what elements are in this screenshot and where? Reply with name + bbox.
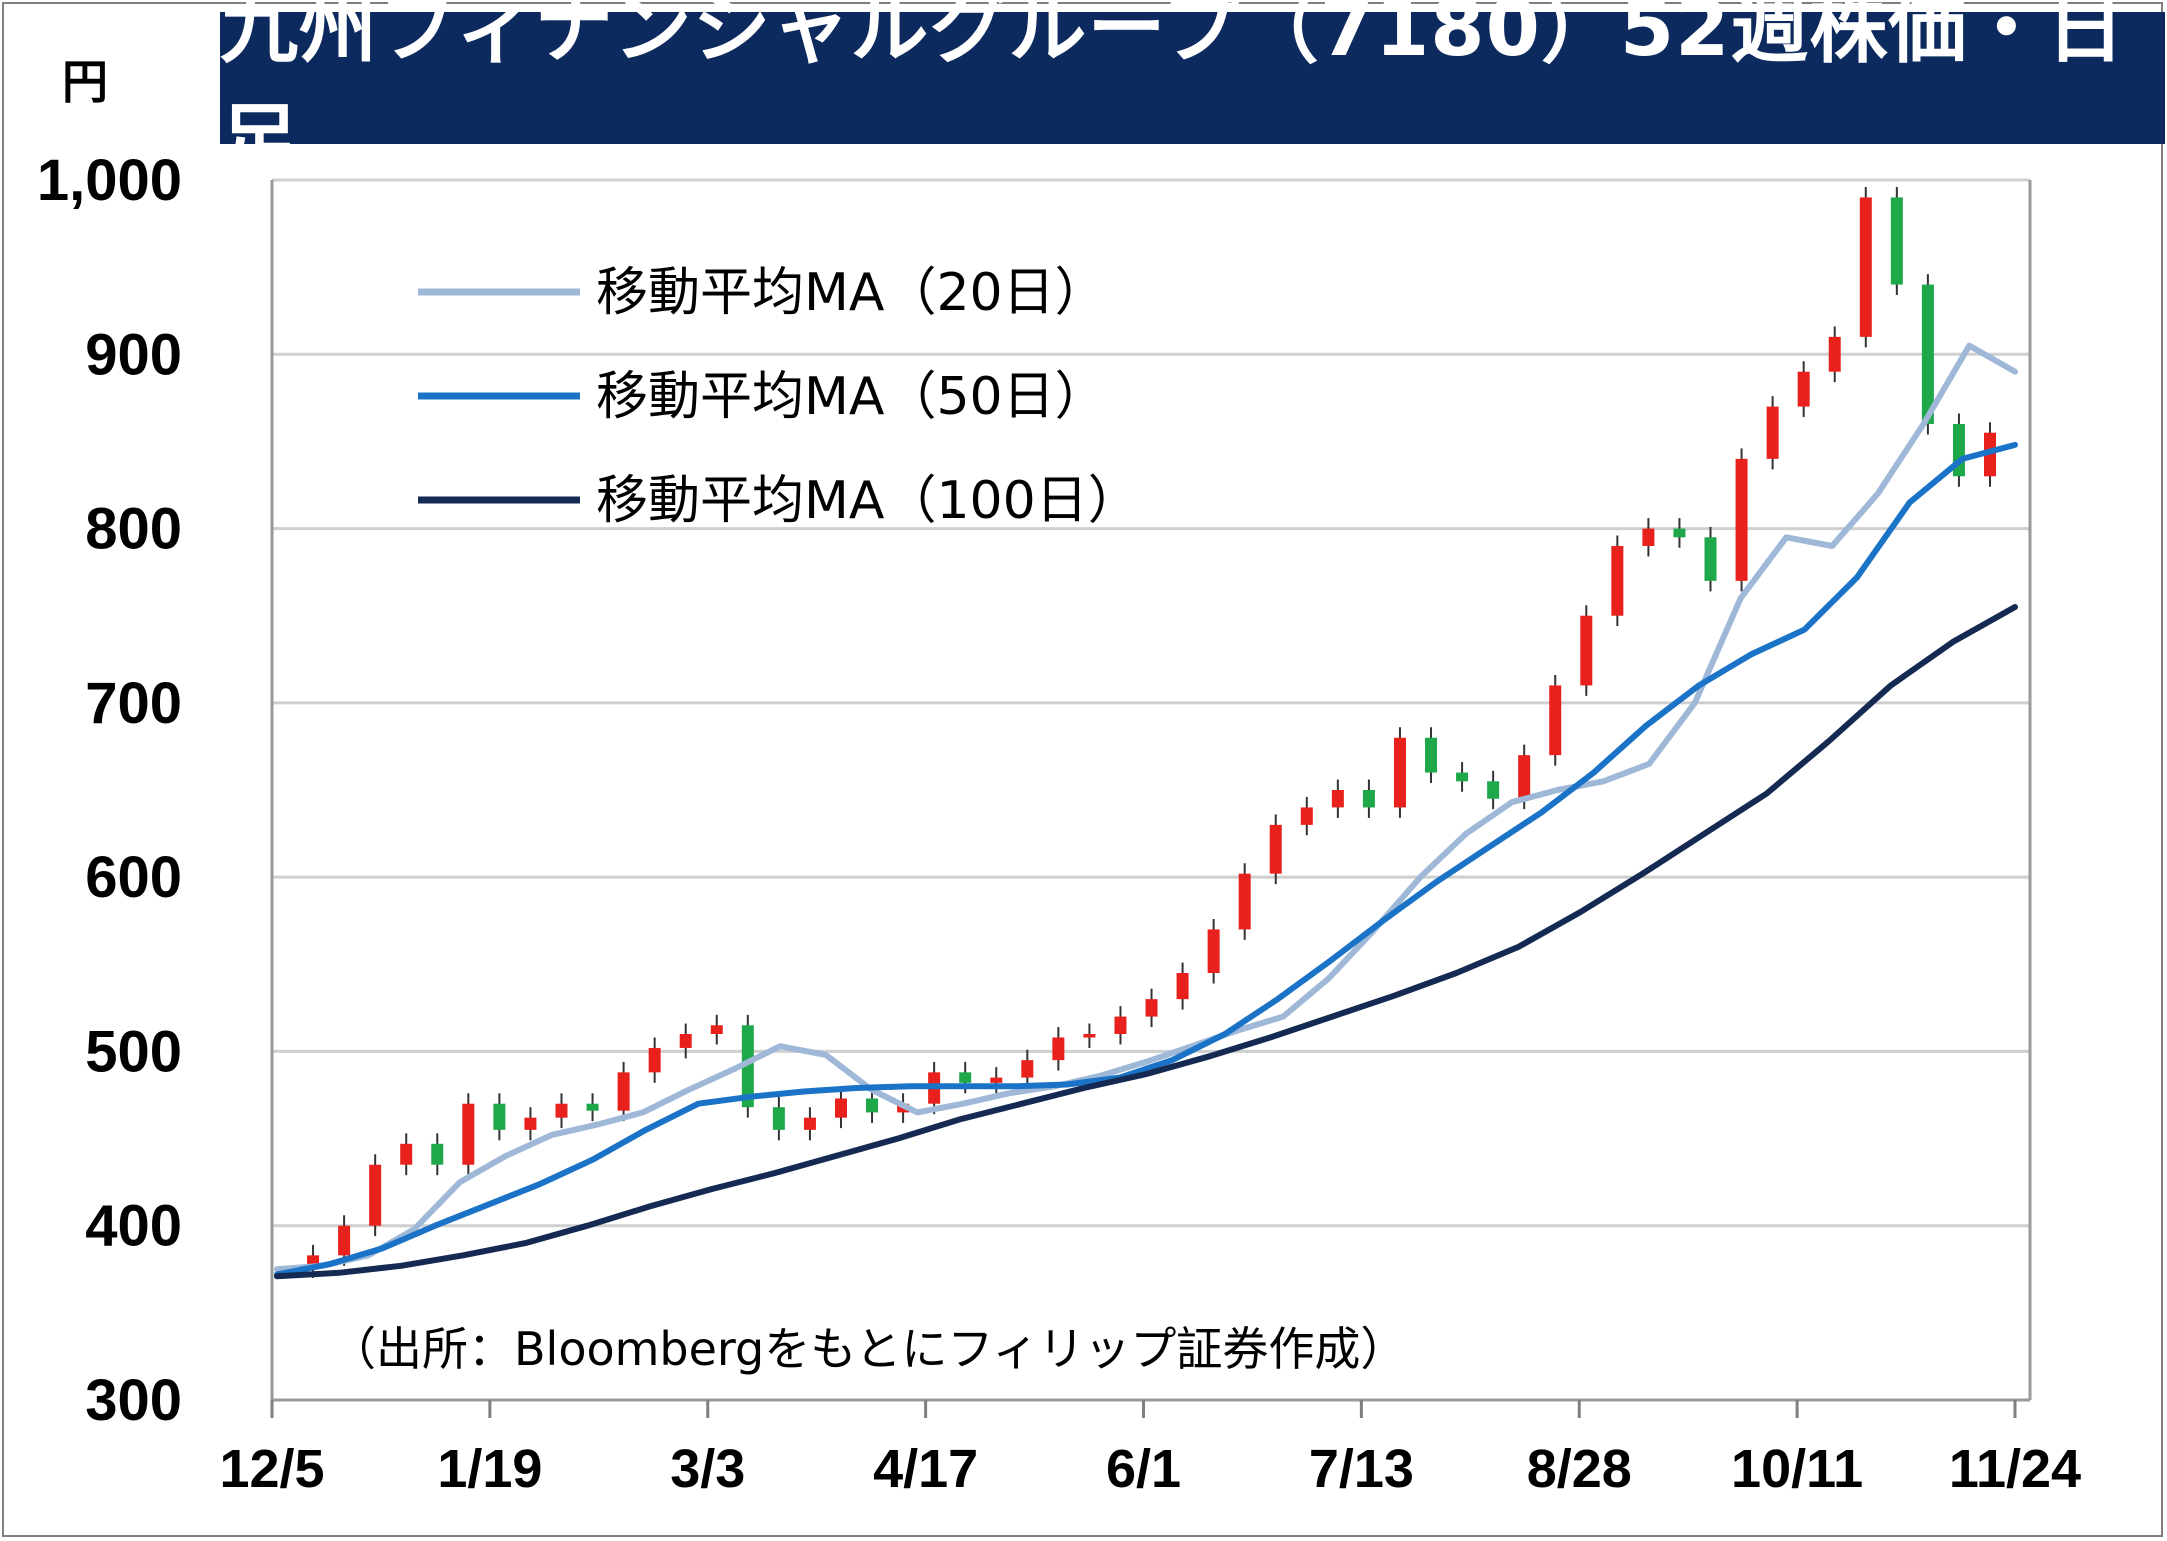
candle-body bbox=[524, 1117, 537, 1130]
candle-body bbox=[1300, 807, 1313, 825]
candle-body bbox=[1425, 737, 1438, 773]
candle-body bbox=[1456, 772, 1469, 782]
candle-body bbox=[1611, 546, 1624, 616]
legend-label: 移動平均MA（100日） bbox=[596, 471, 1140, 531]
x-tick-label: 1/19 bbox=[437, 1439, 542, 1499]
x-tick-label: 11/24 bbox=[1949, 1439, 2081, 1499]
candle-body bbox=[400, 1143, 413, 1165]
y-tick-label: 700 bbox=[85, 671, 182, 736]
candle-body bbox=[1549, 685, 1562, 756]
candle-body bbox=[617, 1072, 630, 1111]
x-tick-label: 8/28 bbox=[1527, 1439, 1632, 1499]
candle-body bbox=[1052, 1037, 1065, 1061]
candle-body bbox=[866, 1098, 879, 1113]
candle-body bbox=[1393, 737, 1406, 808]
legend: 移動平均MA（20日） 移動平均MA（50日） 移動平均MA（100日） bbox=[418, 263, 1140, 531]
candle-body bbox=[1797, 371, 1810, 407]
y-tick-labels: 1,000 900 800 700 600 500 400 300 bbox=[37, 148, 182, 1433]
ma-line-20 bbox=[274, 342, 2018, 1273]
candle-body bbox=[772, 1107, 785, 1130]
x-tick-label: 7/13 bbox=[1309, 1439, 1414, 1499]
y-tick-label: 600 bbox=[85, 845, 182, 910]
candle-body bbox=[1114, 1016, 1127, 1034]
candle-body bbox=[462, 1103, 475, 1165]
candle-body bbox=[493, 1103, 506, 1130]
legend-label: 移動平均MA（20日） bbox=[596, 263, 1107, 323]
ma-line-100 bbox=[274, 604, 2018, 1280]
candle-body bbox=[1145, 999, 1158, 1017]
candle-body bbox=[1176, 973, 1189, 1000]
ma-line-50 bbox=[274, 441, 2018, 1278]
candle-body bbox=[1269, 824, 1282, 874]
candle-body bbox=[1673, 528, 1686, 538]
x-tick-labels: 12/5 1/19 3/3 4/17 6/1 7/13 8/28 10/11 11/24 bbox=[219, 1439, 2081, 1499]
legend-label: 移動平均MA（50日） bbox=[596, 367, 1107, 427]
candle-body bbox=[555, 1103, 568, 1118]
moving-average-lines bbox=[274, 342, 2018, 1280]
candle-body bbox=[1331, 790, 1344, 808]
x-tick-label: 6/1 bbox=[1106, 1439, 1181, 1499]
candle-body bbox=[1580, 615, 1593, 686]
x-tick-label: 3/3 bbox=[670, 1439, 745, 1499]
y-axis-unit: 円 bbox=[62, 55, 108, 109]
candle-body bbox=[803, 1117, 816, 1130]
candlesticks bbox=[307, 186, 1996, 1278]
candle-body bbox=[1735, 458, 1748, 581]
candle-body bbox=[431, 1143, 444, 1165]
y-tick-label: 500 bbox=[85, 1019, 182, 1084]
candle-body bbox=[1766, 406, 1779, 459]
x-tick-label: 12/5 bbox=[219, 1439, 324, 1499]
candle-body bbox=[679, 1034, 692, 1048]
candle-body bbox=[369, 1164, 382, 1226]
candle-body bbox=[338, 1225, 351, 1256]
candle-body bbox=[586, 1103, 599, 1111]
y-tick-label: 800 bbox=[85, 497, 182, 562]
y-tick-label: 900 bbox=[85, 322, 182, 387]
candle-body bbox=[1021, 1060, 1034, 1078]
candle-body bbox=[710, 1025, 723, 1034]
y-tick-label: 300 bbox=[85, 1368, 182, 1433]
candle-body bbox=[1487, 781, 1500, 799]
candle-body bbox=[1518, 755, 1531, 799]
candle-body bbox=[1828, 336, 1841, 372]
y-tick-label: 1,000 bbox=[37, 148, 182, 213]
candle-body bbox=[648, 1047, 661, 1073]
candle-body bbox=[1859, 197, 1872, 337]
candle-body bbox=[1890, 197, 1903, 285]
x-tick-label: 10/11 bbox=[1731, 1439, 1863, 1499]
x-tick-label: 4/17 bbox=[873, 1439, 978, 1499]
candle-body bbox=[1642, 528, 1655, 546]
source-note: （出所：Bloombergをもとにフィリップ証券作成） bbox=[330, 1322, 1406, 1376]
candle-body bbox=[1238, 873, 1251, 930]
candle-body bbox=[1207, 929, 1220, 973]
candle-body bbox=[741, 1025, 754, 1108]
axes bbox=[270, 180, 2032, 1418]
candle-body bbox=[834, 1098, 847, 1118]
candle-body bbox=[1704, 537, 1717, 581]
y-tick-label: 400 bbox=[85, 1194, 182, 1259]
candle-body bbox=[1083, 1034, 1096, 1038]
candle-body bbox=[1921, 284, 1934, 424]
candle-body bbox=[959, 1072, 972, 1083]
candle-body bbox=[1362, 790, 1375, 808]
candle-body bbox=[990, 1077, 1003, 1083]
